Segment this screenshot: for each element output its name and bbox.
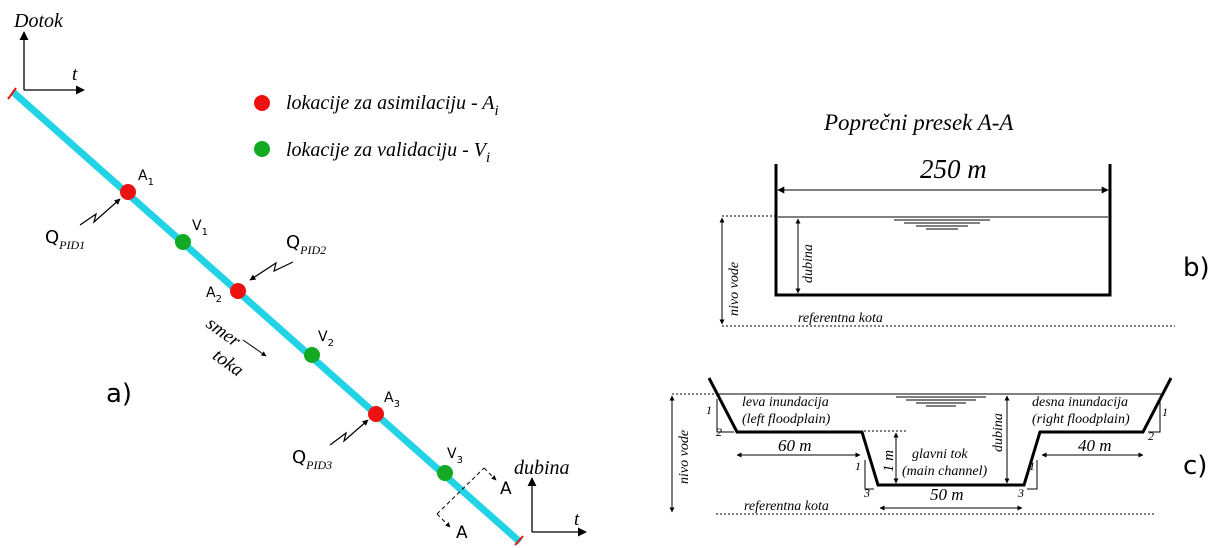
left-width-label: 60 m: [778, 436, 812, 455]
inflow-label-2: QPID2: [286, 232, 326, 257]
left-floodplain-line1: leva inundacija: [742, 395, 829, 410]
slope-channel-right-run: 3: [1017, 486, 1024, 500]
inflow-time-label: t: [72, 64, 78, 85]
point-label-v2: V2: [318, 329, 334, 349]
panel-a-label: a): [106, 379, 132, 409]
river-start-tick: [7, 87, 17, 100]
panel-a: Dotok t A1 V1 A2 V2 A3 V3 QPID1 QPID2: [7, 10, 587, 546]
point-label-v3: V3: [447, 446, 463, 466]
main-channel-line2: (main channel): [902, 464, 987, 479]
slope-left-rise: 1: [706, 403, 712, 417]
point-a3: [368, 406, 384, 422]
main-channel-line1: glavni tok: [912, 447, 968, 462]
reference-label-c: referentna kota: [744, 499, 829, 514]
slope-channel-left-rise: 1: [855, 459, 861, 473]
slope-left-run: 2: [716, 425, 722, 439]
panel-c-label: c): [1183, 451, 1207, 481]
slope-channel-right-rise: 1: [1029, 459, 1035, 473]
slope-right-rise: 1: [1162, 405, 1168, 419]
flow-direction-arrow: [242, 339, 267, 357]
point-v3: [437, 465, 453, 481]
depth-label: dubina: [801, 244, 816, 283]
inflow-arrow-3: [329, 419, 369, 446]
depth-axis-label: dubina: [514, 457, 570, 479]
inflow-label-1: QPID1: [45, 227, 85, 252]
section-title: Poprečni presek A-A: [823, 110, 1014, 135]
flow-direction: smer toka: [202, 313, 248, 381]
panel-c: leva inundacija (left floodplain) desna …: [669, 377, 1207, 515]
water-level-label-c: nivo vode: [677, 430, 692, 484]
depth-time-label: t: [574, 509, 580, 530]
bank-height-label: 1 m: [881, 450, 897, 472]
slope-markers: [716, 399, 1161, 490]
point-label-a1: A1: [138, 168, 154, 188]
section-label-top: A: [500, 479, 512, 499]
point-a2: [230, 283, 246, 299]
water-wave-symbol-c: [896, 396, 986, 407]
legend-validation-text: lokacije za validaciju - Vi: [286, 139, 490, 166]
flow-direction-line2: toka: [209, 345, 248, 381]
compound-channel: [707, 377, 1173, 487]
slope-right-run: 2: [1148, 429, 1154, 443]
left-floodplain-line2: (left floodplain): [742, 412, 831, 427]
inflow-label-3: QPID3: [292, 447, 332, 472]
main-width-label: 50 m: [930, 485, 964, 504]
water-wave-symbol: [894, 219, 990, 230]
slope-channel-left-run: 3: [863, 486, 870, 500]
point-label-a2: A2: [206, 285, 222, 305]
right-floodplain-line2: (right floodplain): [1032, 412, 1130, 427]
legend-assimilation-text: lokacije za asimilaciju - Ai: [286, 92, 499, 119]
inflow-axis-label: Dotok: [13, 10, 64, 32]
rectangular-channel: [774, 164, 1112, 297]
panel-b: Poprečni presek A-A 250 m dubina nivo vo…: [719, 110, 1210, 327]
river-reach: [10, 89, 523, 545]
panel-b-label: b): [1183, 253, 1210, 283]
point-a1: [120, 184, 136, 200]
point-label-a3: A3: [384, 390, 400, 410]
right-floodplain-line1: desna inundacija: [1032, 395, 1128, 410]
section-label-bottom: A: [456, 523, 468, 543]
point-label-v1: V1: [192, 218, 208, 238]
inflow-axes: [19, 31, 85, 95]
inflow-arrow-1: [79, 198, 121, 226]
depth-label-c: dubina: [991, 413, 1006, 452]
point-v1: [175, 234, 191, 250]
legend-assimilation-marker: [254, 95, 270, 111]
legend-validation-marker: [254, 141, 270, 157]
width-label: 250 m: [920, 154, 987, 184]
inflow-arrow-2: [249, 261, 294, 281]
depth-axes: [527, 477, 587, 537]
river-end-tick: [514, 535, 524, 546]
section-cut: [436, 467, 497, 528]
right-width-label: 40 m: [1078, 436, 1112, 455]
water-level-label: nivo vode: [727, 262, 742, 316]
point-v2: [304, 347, 320, 363]
reference-label: referentna kota: [798, 311, 883, 326]
